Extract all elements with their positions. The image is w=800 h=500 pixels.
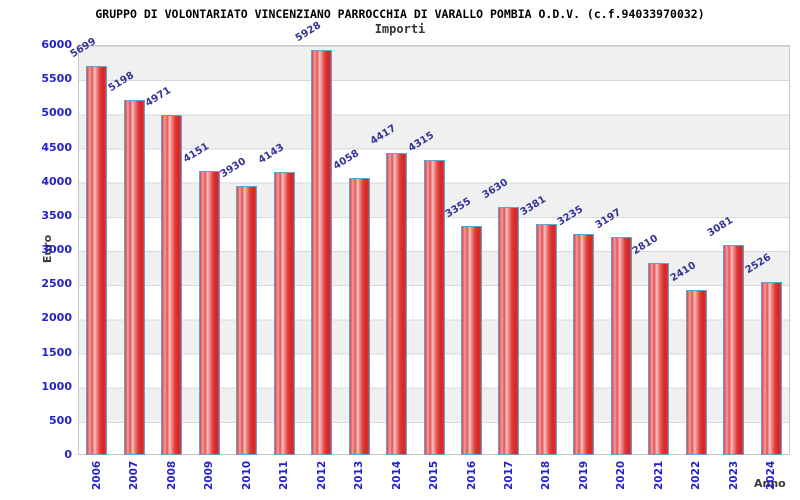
- bar-2006: [86, 65, 108, 455]
- x-tick-label: 2017: [502, 460, 515, 490]
- bar-2015: [423, 160, 445, 455]
- x-axis-title: Anno: [754, 477, 786, 490]
- bar-2017: [498, 207, 520, 455]
- y-tick-label: 1500: [41, 345, 72, 359]
- x-tick-label: 2010: [240, 460, 253, 490]
- y-tick-label: 4000: [41, 174, 72, 188]
- bar-2012: [311, 49, 333, 455]
- y-tick-label: 5500: [41, 72, 72, 86]
- y-tick-label: 6000: [41, 38, 72, 51]
- chart-title: GRUPPO DI VOLONTARIATO VINCENZIANO PARRO…: [95, 7, 705, 21]
- y-tick-label: 5000: [41, 106, 72, 120]
- x-tick-label: 2016: [465, 460, 478, 490]
- x-tick-label: 2021: [652, 460, 665, 490]
- y-tick-label: 2000: [41, 311, 72, 325]
- bar-2007: [123, 99, 145, 455]
- x-tick-label: 2009: [203, 460, 216, 490]
- x-tick-label: 2013: [353, 460, 366, 490]
- bar-2022: [685, 290, 707, 455]
- x-tick-label: 2015: [428, 460, 440, 490]
- y-tick-label: 500: [49, 413, 72, 427]
- y-tick-label: 4500: [41, 140, 72, 154]
- x-tick-label: 2018: [540, 460, 553, 490]
- bar-2018: [535, 224, 557, 455]
- bar-2009: [198, 171, 220, 455]
- x-tick-label: 2006: [90, 460, 103, 490]
- y-tick-label: 2500: [41, 277, 72, 291]
- bar-2024: [760, 282, 782, 455]
- bar-2013: [348, 177, 370, 455]
- bar-2023: [723, 244, 745, 455]
- bar-2019: [573, 233, 595, 455]
- x-tick-label: 2007: [128, 460, 141, 490]
- x-tick-label: 2014: [390, 460, 403, 490]
- x-tick-label: 2024: [765, 460, 778, 490]
- bar-2016: [461, 225, 482, 455]
- bar-2011: [273, 171, 295, 455]
- x-tick-label: 2019: [577, 460, 590, 490]
- bar-2014: [386, 153, 407, 455]
- x-tick-label: 2008: [165, 460, 178, 490]
- chart-subtitle: Importi: [374, 22, 426, 36]
- y-tick-label: 3000: [41, 243, 72, 256]
- y-tick-label: 3500: [41, 208, 72, 222]
- bar-2021: [648, 263, 670, 455]
- x-tick-label: 2023: [727, 460, 740, 490]
- y-tick-label: 1000: [41, 379, 72, 393]
- x-tick-label: 2011: [278, 460, 291, 490]
- bar-2020: [610, 236, 632, 455]
- bar-2010: [236, 186, 258, 455]
- y-tick-label: 0: [64, 448, 72, 461]
- x-tick-label: 2020: [615, 460, 628, 490]
- x-tick-label: 2022: [690, 460, 703, 490]
- x-tick-label: 2012: [315, 460, 328, 490]
- bar-2008: [161, 115, 183, 455]
